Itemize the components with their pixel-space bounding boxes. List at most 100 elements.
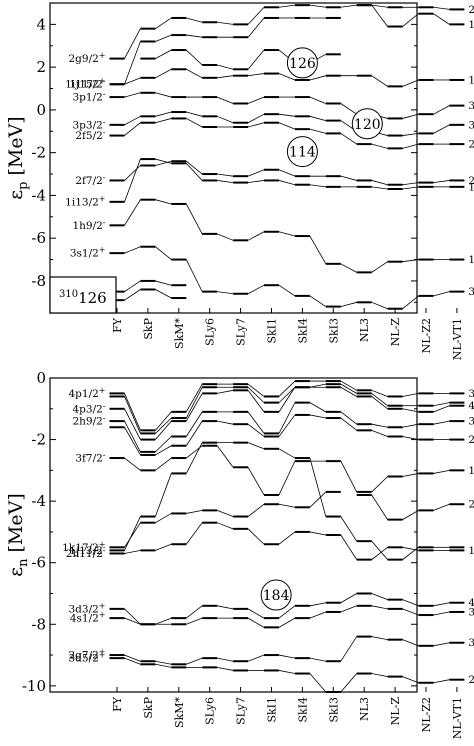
x-tick-label: NL-Z2 <box>420 697 433 732</box>
level-connector <box>340 460 358 493</box>
level-connector <box>309 657 326 662</box>
level-connector <box>433 469 450 474</box>
left-level-label: 2f7/2- <box>75 173 105 187</box>
right-level-label: 1h9/2- <box>468 252 474 266</box>
level-connector <box>124 28 141 59</box>
y-tick-label: -4 <box>31 492 46 510</box>
level-connector <box>155 617 172 625</box>
level-connector <box>278 284 296 297</box>
level-connector <box>124 617 141 625</box>
level-connector <box>124 654 141 662</box>
level-connector <box>185 383 203 413</box>
left-level-label: 1j13/2- <box>69 543 106 557</box>
x-tick-label: FY <box>111 317 124 333</box>
level-connector <box>402 143 419 149</box>
level-connector <box>155 199 172 205</box>
level-connector <box>217 180 234 183</box>
left-level-label: 3f7/2- <box>75 451 105 465</box>
level-connector <box>124 516 141 551</box>
level-connector <box>371 393 388 407</box>
level-connector <box>185 411 203 437</box>
level-connector <box>309 673 327 693</box>
level-connector <box>278 414 296 437</box>
x-tick-label: NL-Z <box>389 318 402 347</box>
level-connector <box>433 642 450 647</box>
level-connector <box>309 602 326 607</box>
plot-frame <box>49 377 418 693</box>
x-tick-label: SkI1 <box>266 318 279 344</box>
level-connector <box>124 396 141 434</box>
level-connector <box>278 402 296 434</box>
right-level-label: 3d3/2+ <box>468 604 474 618</box>
x-tick-label: FY <box>111 696 124 712</box>
level-connector <box>433 6 450 10</box>
level-connector <box>278 387 296 413</box>
right-level-label: 2h9/2- <box>468 432 474 446</box>
level-connector <box>217 75 234 79</box>
right-level-label: 3f7/2- <box>468 414 474 428</box>
level-connector <box>433 13 450 25</box>
level-connector <box>186 163 203 181</box>
level-connector <box>248 180 265 183</box>
y-tick-label: 0 <box>36 369 46 387</box>
level-connector <box>402 392 419 397</box>
level-connector <box>155 68 172 79</box>
x-tick-label: SkI4 <box>296 318 309 344</box>
x-tick-label: SkI3 <box>327 697 340 723</box>
level-connector <box>340 133 357 145</box>
level-connector <box>309 414 326 419</box>
level-connector <box>371 4 388 27</box>
level-connector <box>124 420 141 453</box>
level-connector <box>185 522 203 545</box>
level-connector <box>185 259 203 292</box>
level-connector <box>124 77 141 85</box>
level-connector <box>247 423 265 437</box>
level-connector <box>247 390 265 413</box>
magic-number-label: 114 <box>289 145 316 161</box>
y-axis-label: εn [MeV] <box>5 493 31 577</box>
right-level-label: 2f7/2- <box>468 173 474 187</box>
left-level-label: 2g9/2+ <box>68 51 105 65</box>
level-connector <box>402 436 419 440</box>
level-connector <box>371 301 388 310</box>
level-connector <box>155 280 172 286</box>
level-connector <box>217 605 234 610</box>
plot-frame <box>49 2 418 314</box>
level-connector <box>371 673 388 678</box>
left-level-label: 1i13/2+ <box>65 194 105 208</box>
level-connector <box>155 417 172 434</box>
right-level-label: 1i11/2+ <box>468 72 474 86</box>
level-connector <box>155 92 172 98</box>
y-axis-label: εp [MeV] <box>5 116 31 199</box>
level-connector <box>402 599 419 607</box>
level-connector <box>186 34 203 38</box>
level-connector <box>124 115 141 126</box>
right-level-label: 4p3/2- <box>468 398 474 412</box>
right-level-label: 1j15/2- <box>468 17 474 31</box>
level-connector <box>247 528 265 545</box>
level-connector <box>247 386 265 403</box>
level-connector <box>278 180 296 186</box>
level-connector <box>309 457 327 517</box>
level-connector <box>247 503 265 517</box>
right-level-label: 3s1/2+ <box>468 284 474 298</box>
left-level-label: 3s1/2+ <box>70 246 106 260</box>
right-level-label: 1j13/2- <box>468 543 474 557</box>
x-tick-label: NL-Z <box>389 697 402 726</box>
left-level-label: 4p1/2+ <box>68 386 105 400</box>
level-connector <box>186 160 203 175</box>
level-connector <box>248 73 265 77</box>
level-connector <box>155 49 172 59</box>
level-connector <box>124 408 141 440</box>
left-level-label: 4s1/2+ <box>70 611 106 625</box>
level-connector <box>186 118 203 128</box>
level-connector <box>124 457 141 471</box>
x-tick-label: SkP <box>142 317 155 339</box>
level-connector <box>340 636 358 662</box>
level-connector <box>247 122 265 128</box>
level-connector <box>340 383 357 394</box>
level-connector <box>309 402 327 413</box>
level-connector <box>340 4 357 8</box>
left-level-label: 3p3/2- <box>72 117 105 131</box>
level-connector <box>155 34 172 42</box>
